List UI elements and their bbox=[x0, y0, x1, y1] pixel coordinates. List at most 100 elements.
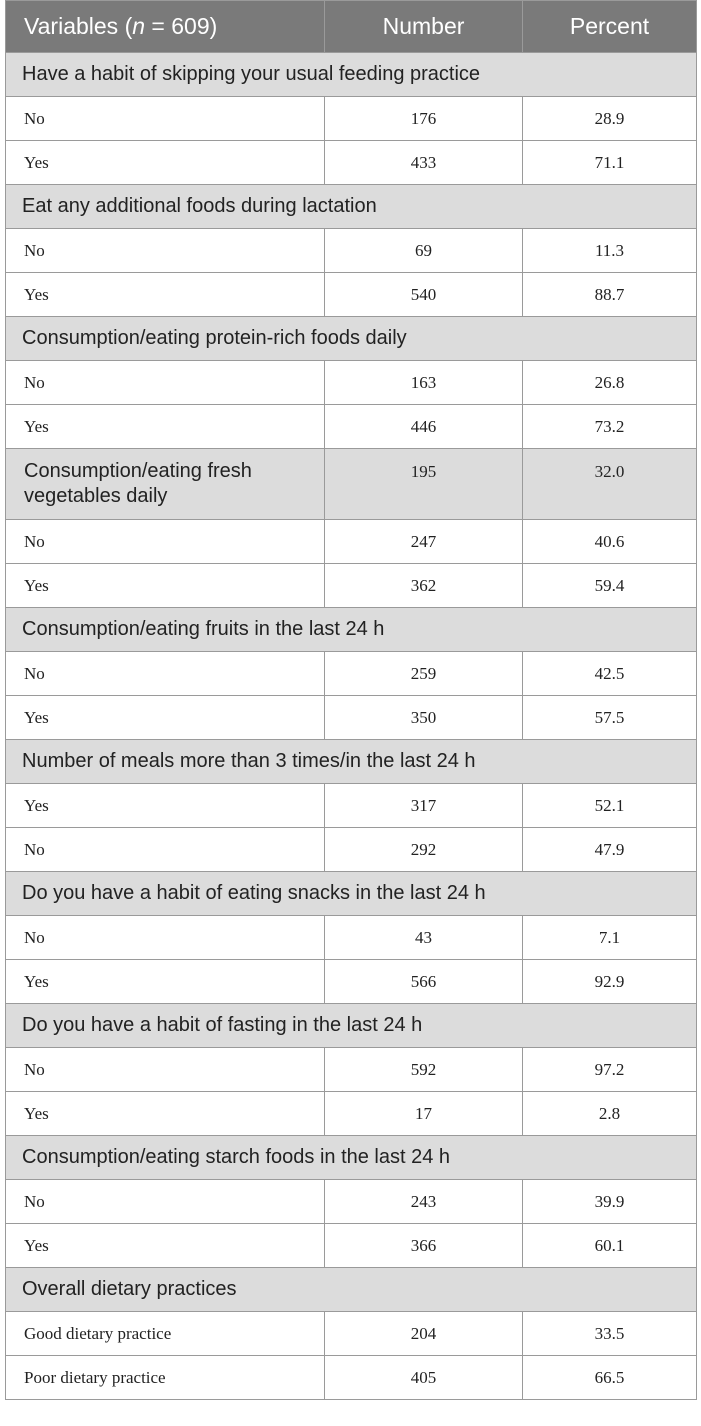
table-row: Yes 17 2.8 bbox=[5, 1091, 697, 1136]
row-number: 243 bbox=[324, 1179, 523, 1224]
row-percent: 66.5 bbox=[522, 1355, 697, 1400]
row-number: 204 bbox=[324, 1311, 523, 1356]
header-row: Variables (n = 609) Number Percent bbox=[5, 0, 697, 53]
section-header-row: Do you have a habit of fasting in the la… bbox=[5, 1003, 697, 1048]
row-number: 317 bbox=[324, 783, 523, 828]
row-percent: 57.5 bbox=[522, 695, 697, 740]
row-percent: 52.1 bbox=[522, 783, 697, 828]
column-header-percent: Percent bbox=[522, 0, 697, 53]
row-number: 163 bbox=[324, 360, 523, 405]
table-row: No 43 7.1 bbox=[5, 915, 697, 960]
row-label: No bbox=[5, 1047, 325, 1092]
row-percent: 47.9 bbox=[522, 827, 697, 872]
row-number: 43 bbox=[324, 915, 523, 960]
row-label: Good dietary practice bbox=[5, 1311, 325, 1356]
dietary-practices-table: Variables (n = 609) Number Percent Have … bbox=[5, 0, 697, 1400]
row-label: No bbox=[5, 228, 325, 273]
section-title: Consumption/eating fruits in the last 24… bbox=[5, 607, 697, 652]
section-header-row: Overall dietary practices bbox=[5, 1267, 697, 1312]
row-percent: 73.2 bbox=[522, 404, 697, 449]
section-header-row: Eat any additional foods during lactatio… bbox=[5, 184, 697, 229]
row-percent: 33.5 bbox=[522, 1311, 697, 1356]
table-row: Yes 566 92.9 bbox=[5, 959, 697, 1004]
section-header-row: Consumption/eating protein-rich foods da… bbox=[5, 316, 697, 361]
table-row: Good dietary practice 204 33.5 bbox=[5, 1311, 697, 1356]
row-label: Yes bbox=[5, 783, 325, 828]
row-label: Yes bbox=[5, 272, 325, 317]
section-title: Overall dietary practices bbox=[5, 1267, 697, 1312]
section-number: 195 bbox=[324, 448, 523, 520]
row-number: 540 bbox=[324, 272, 523, 317]
table-row: Yes 446 73.2 bbox=[5, 404, 697, 449]
table-row: Yes 366 60.1 bbox=[5, 1223, 697, 1268]
row-number: 247 bbox=[324, 519, 523, 564]
row-label: No bbox=[5, 651, 325, 696]
n-symbol: n bbox=[132, 13, 146, 39]
section-title: Consumption/eating protein-rich foods da… bbox=[5, 316, 697, 361]
section-percent: 32.0 bbox=[522, 448, 697, 520]
row-number: 350 bbox=[324, 695, 523, 740]
row-percent: 60.1 bbox=[522, 1223, 697, 1268]
row-label: No bbox=[5, 915, 325, 960]
row-label: Yes bbox=[5, 404, 325, 449]
row-number: 566 bbox=[324, 959, 523, 1004]
row-percent: 71.1 bbox=[522, 140, 697, 185]
row-percent: 59.4 bbox=[522, 563, 697, 608]
row-label: No bbox=[5, 519, 325, 564]
table-row: No 259 42.5 bbox=[5, 651, 697, 696]
section-header-row: Have a habit of skipping your usual feed… bbox=[5, 52, 697, 97]
row-label: No bbox=[5, 1179, 325, 1224]
table-row: Yes 362 59.4 bbox=[5, 563, 697, 608]
row-label: Yes bbox=[5, 1091, 325, 1136]
row-label: No bbox=[5, 360, 325, 405]
row-label: Yes bbox=[5, 695, 325, 740]
section-title: Do you have a habit of fasting in the la… bbox=[5, 1003, 697, 1048]
variables-prefix: Variables ( bbox=[24, 13, 133, 39]
section-title: Consumption/eating starch foods in the l… bbox=[5, 1135, 697, 1180]
row-label: Yes bbox=[5, 1223, 325, 1268]
row-number: 17 bbox=[324, 1091, 523, 1136]
row-percent: 39.9 bbox=[522, 1179, 697, 1224]
row-percent: 28.9 bbox=[522, 96, 697, 141]
row-percent: 40.6 bbox=[522, 519, 697, 564]
table-row: No 163 26.8 bbox=[5, 360, 697, 405]
row-label: Yes bbox=[5, 563, 325, 608]
table-row: No 176 28.9 bbox=[5, 96, 697, 141]
section-title: Eat any additional foods during lactatio… bbox=[5, 184, 697, 229]
variables-suffix: = 609) bbox=[145, 13, 218, 39]
row-percent: 88.7 bbox=[522, 272, 697, 317]
table-row: No 592 97.2 bbox=[5, 1047, 697, 1092]
table-row: No 69 11.3 bbox=[5, 228, 697, 273]
row-percent: 2.8 bbox=[522, 1091, 697, 1136]
section-header-row: Do you have a habit of eating snacks in … bbox=[5, 871, 697, 916]
section-header-row: Consumption/eating starch foods in the l… bbox=[5, 1135, 697, 1180]
row-percent: 26.8 bbox=[522, 360, 697, 405]
row-number: 446 bbox=[324, 404, 523, 449]
row-percent: 97.2 bbox=[522, 1047, 697, 1092]
table-row: No 292 47.9 bbox=[5, 827, 697, 872]
table-row: Poor dietary practice 405 66.5 bbox=[5, 1355, 697, 1400]
row-number: 405 bbox=[324, 1355, 523, 1400]
row-number: 433 bbox=[324, 140, 523, 185]
table-row: Yes 433 71.1 bbox=[5, 140, 697, 185]
table-row: No 243 39.9 bbox=[5, 1179, 697, 1224]
row-label: Yes bbox=[5, 140, 325, 185]
row-percent: 42.5 bbox=[522, 651, 697, 696]
section-header-row: Consumption/eating fresh vegetables dail… bbox=[5, 448, 697, 520]
row-number: 366 bbox=[324, 1223, 523, 1268]
section-header-row: Consumption/eating fruits in the last 24… bbox=[5, 607, 697, 652]
row-percent: 7.1 bbox=[522, 915, 697, 960]
row-label: Poor dietary practice bbox=[5, 1355, 325, 1400]
row-label: Yes bbox=[5, 959, 325, 1004]
table-row: Yes 350 57.5 bbox=[5, 695, 697, 740]
row-number: 292 bbox=[324, 827, 523, 872]
row-label: No bbox=[5, 827, 325, 872]
row-number: 362 bbox=[324, 563, 523, 608]
row-label: No bbox=[5, 96, 325, 141]
row-percent: 92.9 bbox=[522, 959, 697, 1004]
table-row: No 247 40.6 bbox=[5, 519, 697, 564]
section-title: Do you have a habit of eating snacks in … bbox=[5, 871, 697, 916]
table-row: Yes 317 52.1 bbox=[5, 783, 697, 828]
row-percent: 11.3 bbox=[522, 228, 697, 273]
row-number: 69 bbox=[324, 228, 523, 273]
